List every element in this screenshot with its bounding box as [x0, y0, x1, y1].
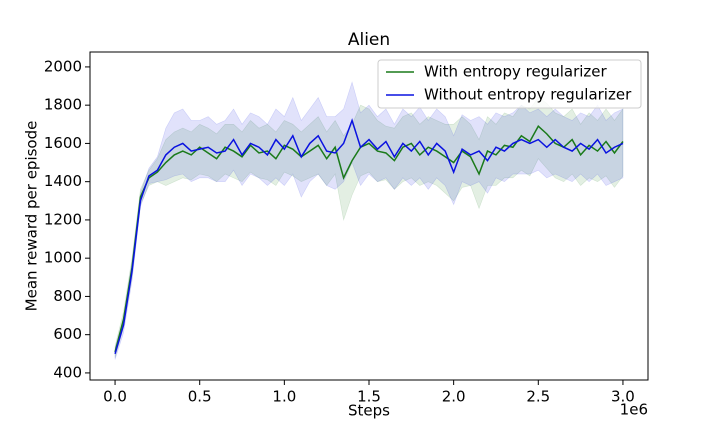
- band: [114, 81, 624, 360]
- y-tick-label: 800: [53, 287, 82, 305]
- line: [114, 118, 624, 355]
- y-tick-label: 600: [53, 325, 82, 343]
- x-tick-label: 1.0: [272, 388, 296, 406]
- y-tick-label: 1600: [44, 134, 82, 152]
- x-tick-label: 2.0: [442, 388, 466, 406]
- legend-label: Without entropy regularizer: [424, 86, 632, 104]
- chart-title: Alien: [348, 30, 390, 50]
- x-tick-label: 0.0: [103, 388, 127, 406]
- y-tick-label: 2000: [44, 57, 82, 75]
- line: [114, 125, 624, 353]
- y-tick-label: 1800: [44, 96, 82, 114]
- x-offset-label: 1e6: [620, 401, 648, 419]
- plot-frame: [89, 51, 649, 381]
- y-tick-label: 1200: [44, 210, 82, 228]
- band: [114, 97, 624, 358]
- legend-label: With entropy regularizer: [424, 63, 608, 81]
- y-tick-label: 1000: [44, 249, 82, 267]
- x-axis-label: Steps: [348, 402, 390, 420]
- y-axis-label: Mean reward per episode: [23, 121, 41, 312]
- x-tick-label: 0.5: [188, 388, 212, 406]
- y-tick-label: 1400: [44, 172, 82, 190]
- x-tick-label: 2.5: [526, 388, 550, 406]
- x-tick-label: 3.0: [611, 388, 635, 406]
- y-tick-label: 400: [53, 363, 82, 381]
- legend-box: [377, 59, 642, 109]
- x-tick-label: 1.5: [357, 388, 381, 406]
